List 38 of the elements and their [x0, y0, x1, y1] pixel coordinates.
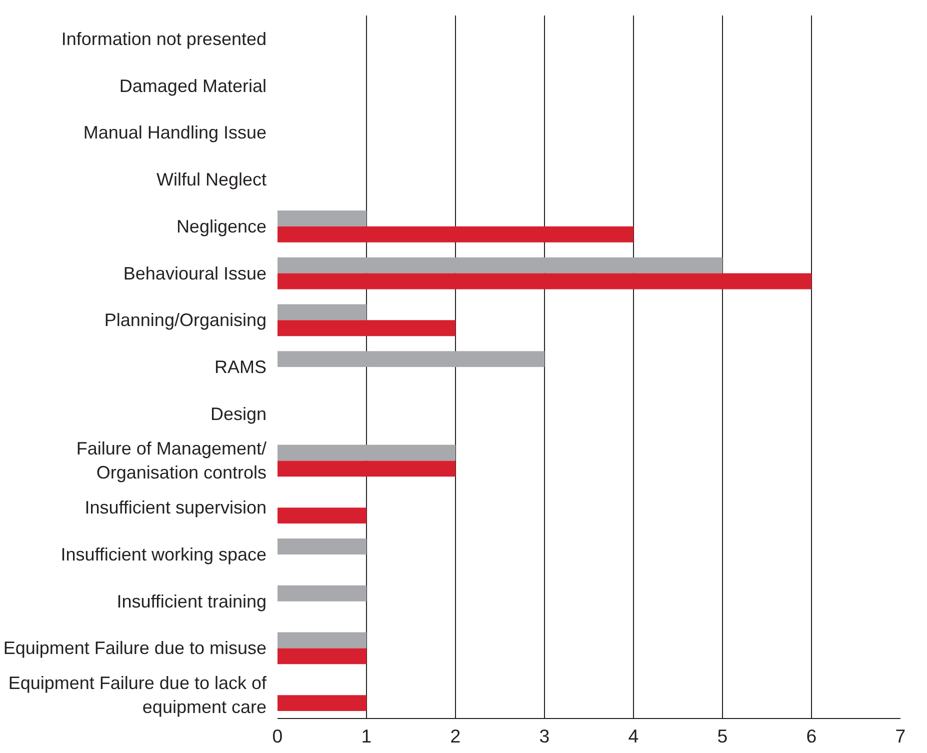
y-tick-label: Planning/Organising [104, 310, 267, 330]
bar [278, 508, 366, 524]
bar [278, 632, 366, 648]
y-tick-label: Manual Handling Issue [83, 122, 267, 143]
y-tick-label: Information not presented [61, 28, 267, 49]
y-tick-label: Negligence [176, 216, 266, 236]
x-tick-label: 1 [361, 726, 372, 746]
x-tick-label: 3 [539, 726, 550, 746]
y-tick-label: Insufficient training [116, 591, 267, 612]
y-tick-label: Damaged Material [119, 76, 267, 96]
bar [278, 585, 366, 602]
y-tick-label: Insufficient working space [60, 544, 267, 564]
x-tick-label: 2 [450, 726, 461, 746]
x-tick-label: 4 [628, 726, 639, 746]
bar [278, 226, 634, 242]
y-tick-label: Failure of Management/ Organisation controls [76, 438, 267, 483]
bar [278, 304, 366, 320]
bar [278, 273, 812, 290]
bar [278, 320, 456, 336]
bar [278, 444, 456, 461]
bar [278, 351, 544, 367]
y-tick-label: RAMS [214, 357, 267, 377]
x-tick-label: 6 [806, 726, 817, 746]
y-tick-label: Behavioural Issue [123, 263, 267, 284]
x-tick-label: 7 [895, 726, 906, 746]
x-tick-label: 5 [717, 726, 728, 746]
y-tick-label: Wilful Neglect [156, 170, 266, 190]
y-tick-label: Equipment Failure due to lack of equipment care [8, 673, 268, 718]
bar [278, 695, 366, 711]
bar [278, 648, 366, 664]
bar [278, 538, 366, 554]
bar [278, 210, 366, 226]
y-tick-label: Equipment Failure due to misuse [3, 638, 267, 658]
bar [278, 460, 456, 477]
y-tick-label: Insufficient supervision [84, 498, 267, 518]
x-tick-label: 0 [272, 726, 283, 746]
bar [278, 257, 722, 274]
y-tick-label: Design [210, 404, 266, 424]
